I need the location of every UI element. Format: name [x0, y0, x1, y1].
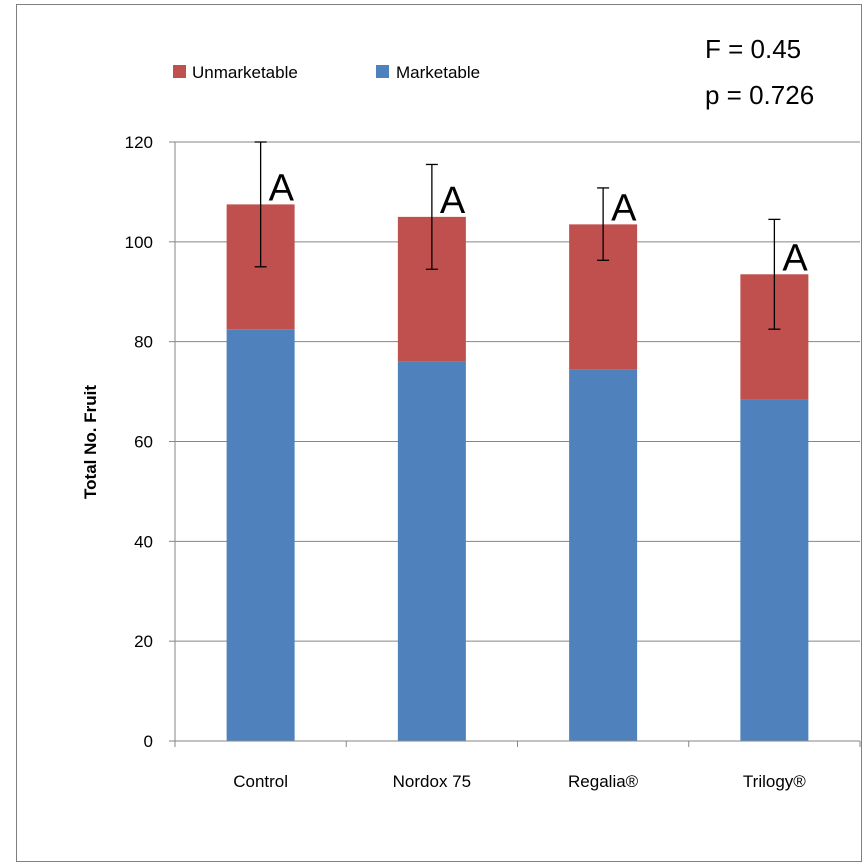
legend-label-unmarketable: Unmarketable	[192, 63, 298, 82]
x-tick-label: Control	[233, 772, 288, 791]
bar-marketable	[569, 369, 638, 741]
significance-letter: A	[440, 180, 466, 222]
y-tick-label: 80	[134, 333, 153, 352]
bar-marketable	[226, 329, 295, 741]
legend-swatch-marketable	[376, 65, 389, 78]
legend-swatch-unmarketable	[173, 65, 186, 78]
significance-letter: A	[782, 237, 808, 279]
y-tick-label: 120	[125, 133, 153, 152]
bars-group	[226, 204, 809, 741]
axes-group	[169, 141, 861, 747]
p-value-label: p = 0.726	[705, 80, 814, 110]
bar-marketable	[397, 361, 466, 741]
legend-label-marketable: Marketable	[396, 63, 480, 82]
x-tick-label: Regalia®	[568, 772, 639, 791]
significance-letter: A	[611, 187, 637, 229]
y-tick-label: 40	[134, 532, 153, 551]
bar-marketable	[740, 399, 809, 741]
x-tick-label: Nordox 75	[393, 772, 471, 791]
x-tick-label: Trilogy®	[743, 772, 806, 791]
f-statistic-label: F = 0.45	[705, 34, 801, 64]
y-tick-label: 60	[134, 433, 153, 452]
y-tick-label: 100	[125, 233, 153, 252]
significance-letter: A	[269, 167, 295, 209]
error-bars-group	[254, 141, 781, 330]
y-tick-label: 20	[134, 632, 153, 651]
legend: Unmarketable Marketable	[173, 63, 480, 82]
y-tick-label: 0	[144, 732, 153, 751]
labels-group: 0 20 40 60 80 100 120 A Control A Nordox 75 A Regali…	[125, 133, 809, 791]
y-axis-title: Total No. Fruit	[81, 385, 100, 499]
